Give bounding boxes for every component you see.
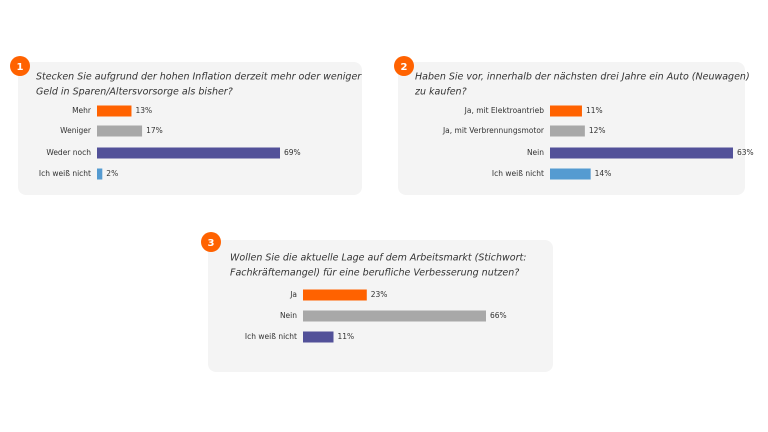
chart-title: Fachkräftemangel) für eine berufliche Ve… bbox=[230, 268, 519, 279]
bar bbox=[97, 105, 132, 117]
panel bbox=[18, 62, 362, 195]
value-label: 11% bbox=[338, 332, 355, 341]
value-label: 11% bbox=[586, 106, 603, 115]
chart-title: Wollen Sie die aktuelle Lage auf dem Arb… bbox=[230, 253, 526, 264]
bar bbox=[303, 310, 486, 322]
chart-title: zu kaufen? bbox=[414, 87, 467, 98]
chart-title: Geld in Sparen/Altersvorsorge als bisher… bbox=[36, 87, 233, 98]
category-label: Weniger bbox=[60, 126, 92, 135]
bar bbox=[550, 147, 733, 159]
chart-title: Haben Sie vor, innerhalb der nächsten dr… bbox=[415, 72, 750, 83]
value-label: 17% bbox=[146, 126, 163, 135]
category-label: Ja, mit Elektroantrieb bbox=[464, 106, 545, 115]
badge bbox=[201, 232, 221, 252]
bar bbox=[303, 289, 367, 301]
badge-number: 2 bbox=[401, 62, 408, 73]
bar bbox=[550, 125, 585, 137]
bar bbox=[550, 168, 591, 180]
value-label: 23% bbox=[371, 290, 388, 299]
chart-title: Stecken Sie aufgrund der hohen Inflation… bbox=[36, 72, 362, 83]
category-label: Ich weiß nicht bbox=[39, 169, 91, 178]
bar bbox=[97, 168, 103, 180]
badge bbox=[394, 56, 414, 76]
category-label: Weder noch bbox=[46, 148, 91, 157]
category-label: Nein bbox=[527, 148, 544, 157]
category-label: Ich weiß nicht bbox=[245, 332, 297, 341]
category-label: Ich weiß nicht bbox=[492, 169, 544, 178]
value-label: 14% bbox=[595, 169, 612, 178]
category-label: Mehr bbox=[72, 106, 92, 115]
bar bbox=[550, 105, 582, 117]
bar bbox=[303, 331, 334, 343]
category-label: Ja bbox=[289, 290, 297, 299]
category-label: Nein bbox=[280, 311, 297, 320]
badge-number: 3 bbox=[208, 238, 215, 249]
value-label: 13% bbox=[135, 106, 152, 115]
bar bbox=[97, 125, 143, 137]
value-label: 12% bbox=[589, 126, 606, 135]
value-label: 69% bbox=[284, 148, 301, 157]
category-label: Ja, mit Verbrennungsmotor bbox=[442, 126, 545, 135]
badge bbox=[10, 56, 30, 76]
badge-number: 1 bbox=[17, 62, 24, 73]
panel bbox=[208, 240, 553, 372]
value-label: 2% bbox=[106, 169, 118, 178]
bar bbox=[97, 147, 280, 159]
value-label: 63% bbox=[737, 148, 754, 157]
value-label: 66% bbox=[490, 311, 507, 320]
